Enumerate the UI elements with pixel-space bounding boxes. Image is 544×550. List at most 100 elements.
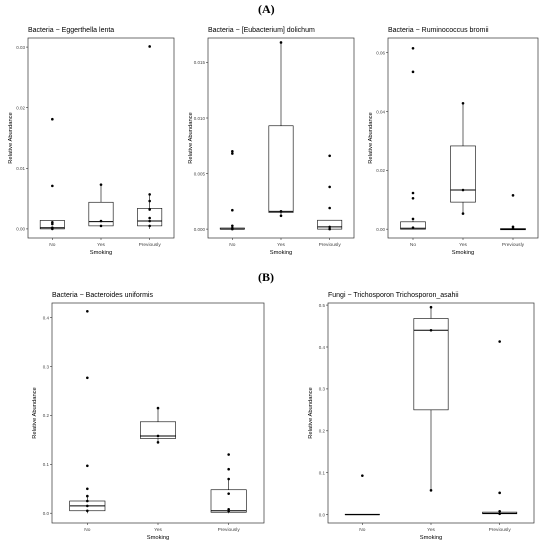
chart-2-x-axis-label: Smoking	[452, 250, 475, 256]
chart-0-data-point	[51, 184, 54, 188]
chart-3-data-point	[86, 464, 89, 468]
chart-1-data-point	[328, 227, 331, 231]
chart-0-data-point	[99, 219, 103, 223]
chart-0-data-point	[148, 216, 151, 220]
chart-2-xtick-label: Yes	[459, 242, 467, 248]
chart-1-xtick-label: No	[229, 242, 235, 248]
chart-4-xtick-label: Previously	[489, 527, 512, 533]
chart-4-data-point	[498, 512, 501, 516]
chart-4-ytick-label: 0.1	[319, 471, 326, 476]
chart-1-box	[268, 125, 294, 213]
chart-3-ytick-label: 0.2	[43, 413, 50, 418]
chart-3-data-point	[86, 487, 89, 491]
chart-1-data-point	[328, 206, 331, 210]
boxplot-bacteroides-uniformis: Bacteria − Bacteroides uniformis 0.0 0.1 0.…	[32, 292, 265, 541]
chart-3-box	[140, 421, 176, 439]
chart-3-data-point	[86, 376, 89, 380]
chart-2-ytick-label: 0.04	[376, 109, 385, 114]
chart-3-data-point	[227, 453, 230, 456]
panel-label-a: (A)	[258, 2, 275, 16]
chart-2-data-point	[411, 70, 415, 74]
chart-0-data-point	[51, 220, 54, 224]
chart-1-data-point	[279, 210, 283, 213]
panel-label-b: (B)	[258, 270, 274, 284]
chart-3-ytick-label: 0.1	[43, 462, 50, 467]
chart-2-y-axis-label: Relative Abundance	[368, 112, 374, 164]
chart-2-xtick-label: Previously	[502, 242, 525, 248]
chart-3-data-point	[227, 467, 230, 471]
chart-4-ytick-label: 0.5	[319, 303, 326, 308]
chart-0-data-point	[148, 45, 151, 48]
chart-1-data-point	[328, 225, 331, 229]
chart-1-data-point	[231, 208, 234, 212]
chart-4-ytick-label: 0.4	[319, 345, 326, 350]
chart-1-title: Bacteria − [Eubacterium] dolichum	[208, 27, 315, 34]
chart-1-data-point	[231, 224, 234, 228]
chart-0-ytick-label: 0.03	[16, 45, 25, 50]
chart-2-ytick-label: 0.00	[376, 227, 385, 232]
chart-0-xtick-label: Previously	[139, 242, 162, 248]
chart-0-box	[88, 201, 114, 227]
chart-2-ytick-label: 0.02	[376, 168, 385, 173]
chart-0-xtick-label: Yes	[97, 242, 105, 248]
chart-1-data-point	[328, 154, 331, 158]
chart-0-data-point	[148, 208, 151, 211]
chart-1-data-point	[279, 214, 283, 218]
chart-2-ytick-label: 0.06	[376, 51, 385, 56]
chart-2-data-point	[411, 46, 415, 50]
chart-0-data-point	[99, 183, 103, 186]
chart-0-y-axis-label: Relative Abundance	[8, 112, 14, 164]
chart-0-data-point	[51, 227, 54, 231]
chart-2-data-point	[411, 191, 415, 195]
chart-0-data-point	[148, 219, 151, 223]
chart-2-data-point	[511, 227, 515, 230]
boxplot-eggerthella-lenta: Bacteria − Eggerthella lenta 0.00 0.01 0.02…	[8, 27, 175, 256]
chart-3-xtick-label: No	[84, 527, 90, 533]
chart-2-title: Bacteria − Ruminococcus bromii	[388, 27, 489, 34]
chart-2-data-point	[461, 188, 465, 192]
chart-0-title: Bacteria − Eggerthella lenta	[28, 27, 114, 34]
chart-1-data-point	[279, 41, 283, 44]
chart-2-data-point	[461, 212, 465, 215]
chart-0-data-point	[148, 193, 151, 196]
chart-3-data-point	[86, 499, 89, 503]
chart-1-ytick-label: 0.010	[194, 116, 206, 121]
chart-3-data-point	[86, 509, 89, 513]
chart-4-data-point	[429, 328, 433, 332]
chart-2-data-point	[461, 101, 465, 105]
chart-3-data-point	[86, 310, 89, 313]
chart-3-title: Bacteria − Bacteroides uniformis	[52, 292, 153, 299]
boxplot-eubacterium-dolichum: Bacteria − [Eubacterium] dolichum 0.000 0.…	[188, 27, 355, 256]
chart-4-x-axis-label: Smoking	[420, 535, 443, 541]
chart-2-data-point	[411, 226, 415, 230]
chart-3-xtick-label: Previously	[218, 527, 241, 533]
chart-1-xtick-label: Previously	[319, 242, 342, 248]
chart-0-xtick-label: No	[49, 242, 55, 248]
chart-3-data-point	[156, 406, 160, 410]
chart-1-data-point	[231, 152, 234, 155]
chart-3-ytick-label: 0.0	[43, 511, 50, 516]
chart-1-ytick-label: 0.000	[194, 227, 206, 232]
chart-4-xtick-label: Yes	[427, 527, 435, 533]
chart-3-xtick-label: Yes	[154, 527, 162, 533]
chart-2-xtick-label: No	[410, 242, 416, 248]
chart-1-x-axis-label: Smoking	[270, 250, 293, 256]
chart-1-data-point	[231, 227, 234, 231]
chart-3-data-point	[227, 492, 230, 495]
chart-4-ytick-label: 0.3	[319, 387, 326, 392]
chart-3-data-point	[156, 434, 160, 438]
chart-4-title: Fungi − Trichosporon Trichosporon_asahii	[328, 292, 459, 299]
chart-4-y-axis-label: Relative Abundance	[308, 387, 314, 439]
chart-2-data-point	[411, 217, 415, 221]
chart-3-x-axis-label: Smoking	[147, 535, 170, 541]
chart-4-data-point	[429, 305, 433, 309]
chart-4-xtick-label: No	[359, 527, 365, 533]
chart-3-data-point	[227, 509, 230, 513]
chart-3-data-point	[227, 508, 230, 511]
chart-3-data-point	[86, 494, 89, 498]
chart-4-data-point	[429, 489, 433, 492]
chart-4-ytick-label: 0.2	[319, 429, 326, 434]
boxplot-ruminococcus-bromii: Bacteria − Ruminococcus bromii 0.00 0.02 0.…	[368, 27, 539, 256]
chart-2-box	[400, 221, 426, 230]
chart-1-ytick-label: 0.015	[194, 60, 206, 65]
